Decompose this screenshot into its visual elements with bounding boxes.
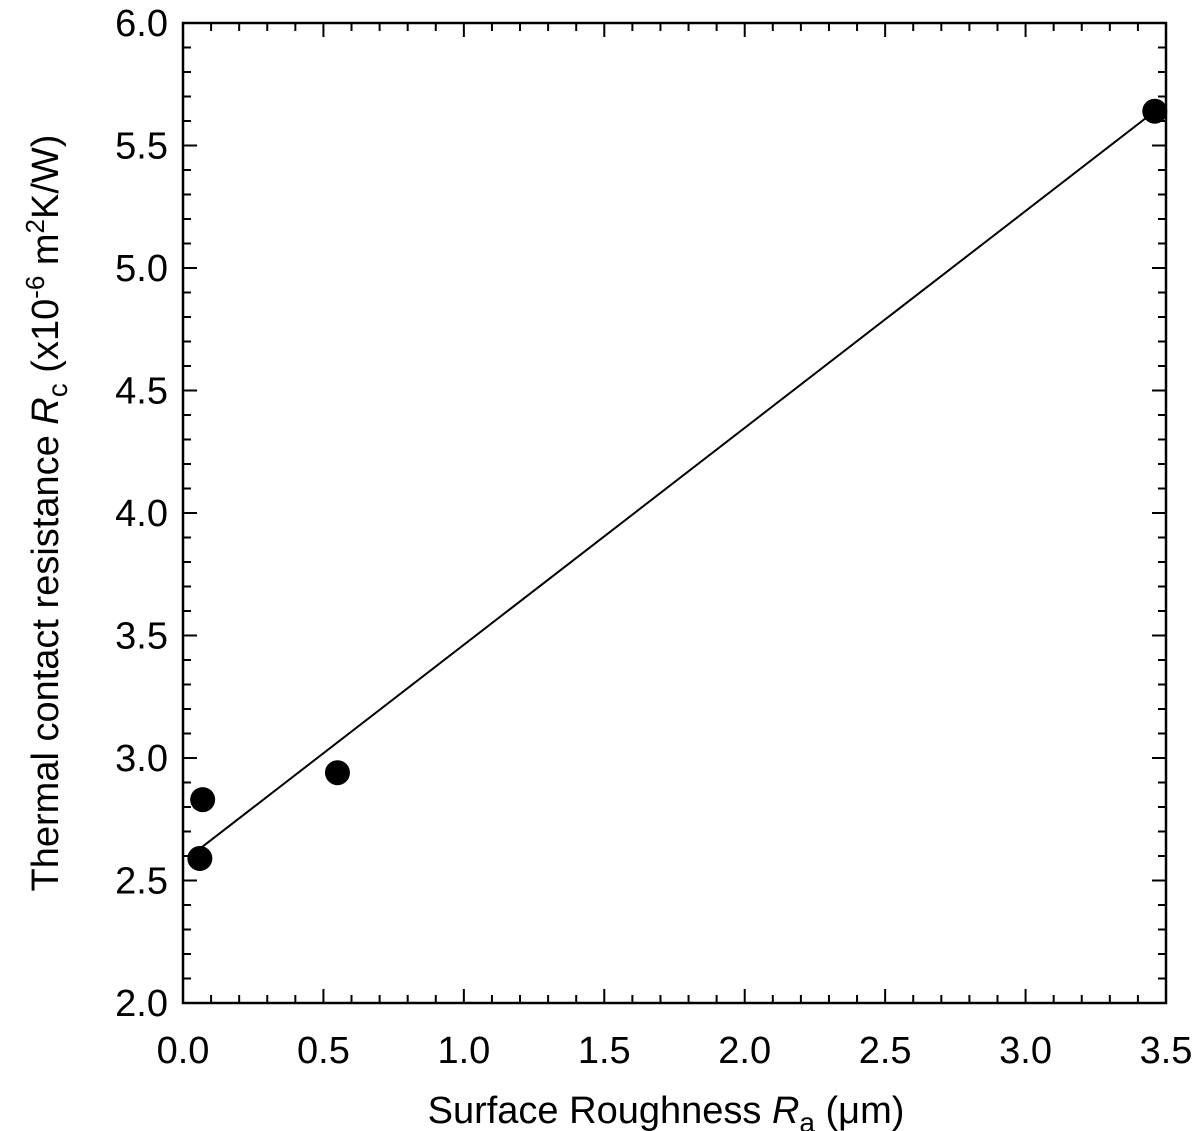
x-axis-label-var: R [772,1090,799,1131]
y-axis-label-post: K/W) [25,135,67,219]
y-tick-label: 3.0 [115,738,168,780]
y-tick-label: 5.5 [115,126,168,168]
x-tick-label: 3.5 [1140,1030,1193,1072]
x-tick-label: 0.0 [157,1030,210,1072]
y-tick-label: 6.0 [115,3,168,45]
x-tick-label: 2.0 [718,1030,771,1072]
y-axis-label-exp1: -6 [20,276,50,299]
y-tick-label: 5.0 [115,248,168,290]
data-points [187,98,1168,871]
y-axis-label-pre: Thermal contact resistance [25,425,67,892]
axis-tick-labels: 0.0 0.5 1.0 1.5 2.0 2.5 3.0 3.5 2.0 2.5 3.0 3.5 4.0 4… [115,3,1192,1072]
y-axis-label-unit: m [25,233,67,275]
x-tick-label: 1.0 [437,1030,490,1072]
y-tick-label: 2.5 [115,861,168,903]
y-tick-label: 4.5 [115,371,168,413]
x-tick-label: 2.5 [859,1030,912,1072]
y-axis-label-sub: c [42,383,73,397]
axis-ticks [182,22,1167,1004]
x-axis-label: Surface Roughness Ra (μm) [428,1090,905,1131]
data-point [190,787,216,813]
data-point [187,845,213,871]
x-axis-label-post: (μm) [815,1090,904,1131]
data-point [1142,98,1168,124]
y-tick-label: 3.5 [115,616,168,658]
x-axis-label-pre: Surface Roughness [428,1090,772,1131]
plot-frame [181,21,1168,1005]
x-tick-label: 3.0 [999,1030,1052,1072]
x-tick-label: 0.5 [297,1030,350,1072]
y-axis-label-var: R [25,397,67,424]
y-tick-label: 4.0 [115,493,168,535]
y-axis-label-exp2: 2 [20,219,50,233]
y-tick-label: 2.0 [115,983,168,1025]
y-axis-label-mid: (x10 [25,299,67,383]
fit-line [199,110,1156,850]
x-tick-label: 1.5 [578,1030,631,1072]
data-point [324,760,350,786]
x-axis-label-sub: a [799,1107,815,1131]
y-axis-label: Thermal contact resistance Rc (x10-6 m2K… [20,135,73,892]
